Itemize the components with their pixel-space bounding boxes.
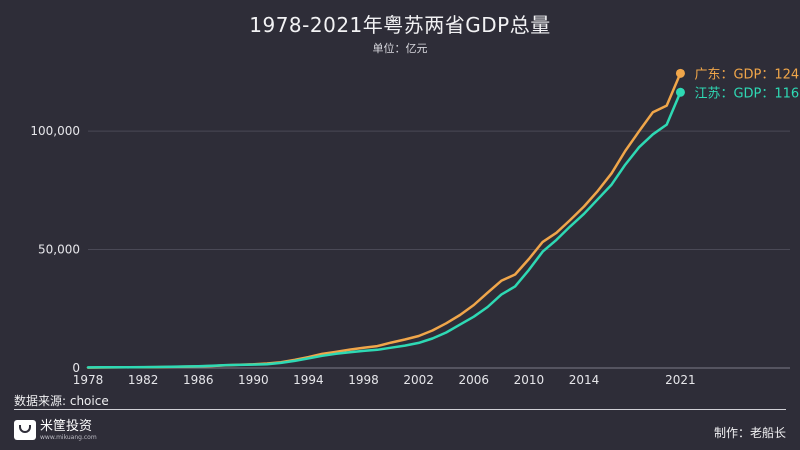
y-tick-label: 0	[72, 361, 80, 375]
x-tick-label: 1994	[293, 373, 324, 387]
series-end-point-2	[675, 87, 685, 97]
footer-divider	[14, 409, 786, 410]
x-tick-label: 1998	[348, 373, 379, 387]
series-end-point-1	[675, 68, 685, 78]
series-line-2	[86, 91, 682, 369]
brand-name: 米筐投资	[40, 418, 93, 434]
line-chart: 0 50,000 100,000 1978 1982 1986 1990 1994 1998 20…	[30, 67, 800, 387]
x-tick-label: 1986	[183, 373, 214, 387]
end-label-layer: 广东：GDP：124,369.67 江苏：GDP：116,364.2	[694, 67, 800, 101]
y-tick-label: 100,000	[30, 124, 80, 138]
data-source-note: 数据来源: choice	[14, 394, 109, 408]
series-end-label-1: 广东：GDP：124,369.67	[694, 67, 800, 82]
y-tick-label: 50,000	[38, 243, 80, 257]
brand-url: www.mikuang.com	[40, 433, 97, 441]
brand-logo-icon	[14, 420, 36, 440]
x-tick-label: 2010	[514, 373, 545, 387]
x-tick-label: 1990	[238, 373, 269, 387]
brand-logo-block: 米筐投资 www.mikuang.com	[14, 417, 97, 443]
x-tick-label: 1982	[128, 373, 159, 387]
x-tick-label: 2021	[665, 373, 696, 387]
x-tick-label: 1978	[73, 373, 104, 387]
x-tick-label: 2014	[569, 373, 600, 387]
chart-title: 1978-2021年粤苏两省GDP总量	[249, 13, 551, 37]
series-end-label-2: 江苏：GDP：116,364.2	[694, 85, 800, 101]
grid-layer	[88, 130, 790, 251]
x-tick-label: 2006	[459, 373, 490, 387]
series-line-1	[86, 72, 682, 369]
x-tick-label: 2002	[403, 373, 434, 387]
chart-subtitle: 单位：亿元	[372, 42, 428, 55]
author-credit: 制作：老船长	[713, 426, 786, 440]
axis-layer: 0 50,000 100,000 1978 1982 1986 1990 1994 1998 20…	[30, 124, 790, 387]
series-layer	[86, 68, 685, 369]
